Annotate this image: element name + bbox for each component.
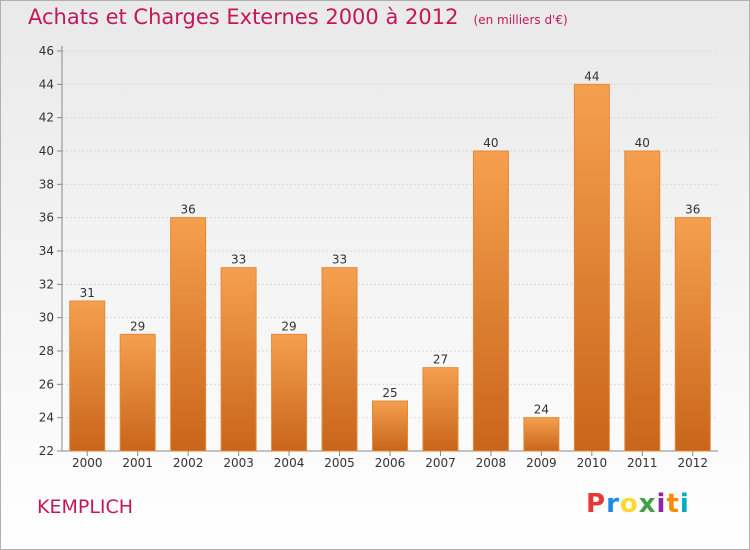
x-tick-label: 2000 — [72, 456, 103, 470]
logo-letter: t — [666, 489, 680, 519]
x-tick-label: 2002 — [173, 456, 204, 470]
logo-letter: o — [619, 489, 639, 519]
y-tick-label: 32 — [39, 277, 54, 291]
bar — [422, 367, 459, 452]
data-label: 33 — [231, 253, 246, 267]
x-tick-label: 2012 — [677, 456, 708, 470]
y-tick-label: 40 — [39, 144, 54, 158]
bar — [271, 333, 308, 452]
bar — [573, 83, 610, 452]
data-label: 44 — [584, 69, 599, 83]
logo-letter: P — [586, 489, 607, 519]
logo-letter: i — [679, 489, 690, 519]
logo-letter: r — [606, 489, 620, 519]
data-label: 40 — [635, 136, 650, 150]
chart-title-block: Achats et Charges Externes 2000 à 2012 (… — [28, 5, 568, 29]
y-tick-label: 36 — [39, 211, 54, 225]
data-label: 24 — [534, 403, 549, 417]
bar — [523, 417, 560, 452]
data-label: 36 — [181, 203, 196, 217]
bar — [472, 150, 509, 452]
data-label: 33 — [332, 253, 347, 267]
x-tick-label: 2010 — [577, 456, 608, 470]
logo-letter: x — [638, 489, 657, 519]
x-tick-label: 2005 — [324, 456, 355, 470]
commune-name: KEMPLICH — [37, 496, 134, 518]
bar — [119, 333, 156, 452]
bar — [321, 267, 358, 452]
y-tick-label: 22 — [39, 444, 54, 458]
bar — [170, 217, 207, 452]
chart-title: Achats et Charges Externes 2000 à 2012 — [28, 5, 459, 29]
bar — [220, 267, 257, 452]
x-tick-label: 2006 — [375, 456, 406, 470]
data-label: 25 — [382, 386, 397, 400]
x-tick-label: 2009 — [526, 456, 557, 470]
data-label: 29 — [130, 319, 145, 333]
x-tick-label: 2008 — [476, 456, 507, 470]
y-tick-label: 46 — [39, 44, 54, 58]
data-label: 40 — [483, 136, 498, 150]
bar — [674, 217, 711, 452]
y-tick-label: 34 — [39, 244, 54, 258]
y-tick-label: 24 — [39, 411, 54, 425]
data-label: 29 — [281, 319, 296, 333]
x-tick-label: 2011 — [627, 456, 658, 470]
y-tick-label: 26 — [39, 377, 54, 391]
chart-subtitle: (en milliers d'€) — [473, 13, 568, 27]
data-label: 36 — [685, 203, 700, 217]
data-label: 31 — [80, 286, 95, 300]
x-tick-label: 2001 — [122, 456, 153, 470]
x-tick-label: 2007 — [425, 456, 456, 470]
y-tick-label: 38 — [39, 177, 54, 191]
y-tick-label: 44 — [39, 77, 54, 91]
y-tick-label: 30 — [39, 311, 54, 325]
x-tick-label: 2003 — [223, 456, 254, 470]
logo-letter: i — [656, 489, 667, 519]
y-tick-label: 28 — [39, 344, 54, 358]
x-tick-label: 2004 — [274, 456, 305, 470]
bar — [624, 150, 661, 452]
data-label: 27 — [433, 353, 448, 367]
y-tick-label: 42 — [39, 111, 54, 125]
bar — [69, 300, 106, 452]
proxiti-logo: Proxiti — [586, 489, 690, 519]
bar — [372, 400, 408, 452]
